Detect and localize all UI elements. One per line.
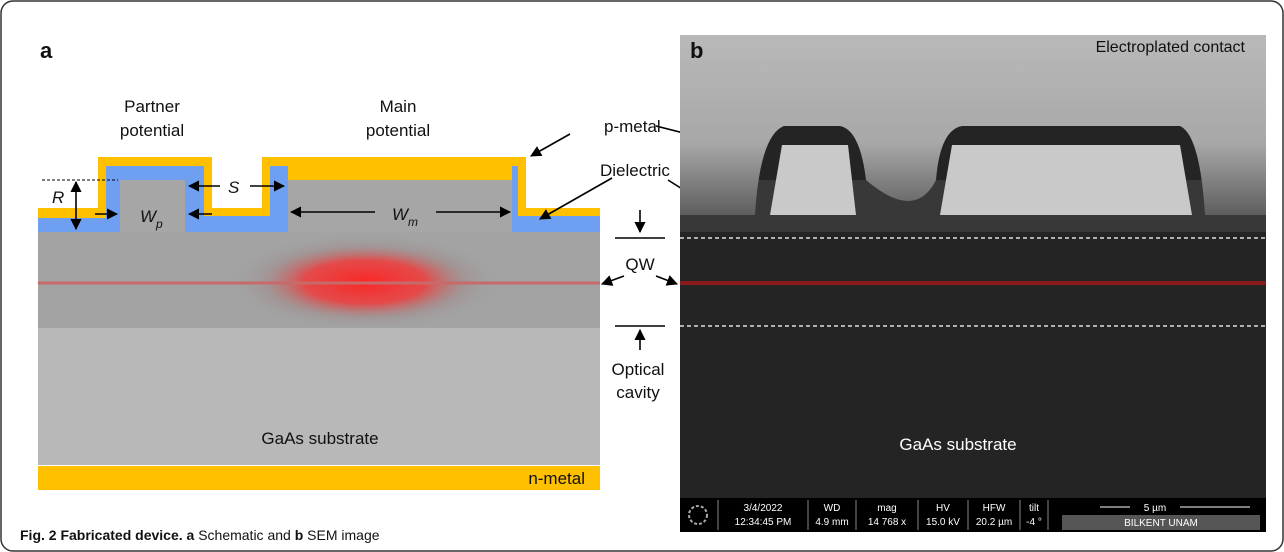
caption-run: b [295, 527, 304, 543]
info-top: mag [877, 503, 896, 514]
caption-run: Schematic and [194, 527, 294, 543]
partner-label: Partner [124, 97, 180, 116]
p-metal-top [288, 157, 512, 180]
info-top: HFW [983, 503, 1006, 514]
main-label: Main [380, 97, 417, 116]
ridge [940, 145, 1192, 215]
wp-sub: p [155, 217, 163, 231]
contact-label: Electroplated contact [1096, 39, 1246, 56]
info-bottom: 12:34:45 PM [735, 517, 792, 528]
info-bottom: 20.2 µm [976, 517, 1012, 528]
info-top: WD [824, 503, 841, 514]
main-label: potential [366, 121, 430, 140]
panel-label: b [690, 38, 703, 63]
figure: a n-metal GaAs substrate Partner potenti… [0, 0, 1284, 552]
qw-label: QW [625, 255, 654, 274]
panel-b: b Electroplated contact GaAs substrate 5… [680, 35, 1266, 532]
caption-run: a [187, 527, 195, 543]
wm-sub: m [408, 215, 418, 229]
n-metal [38, 466, 600, 490]
info-bottom: 14 768 x [868, 517, 906, 528]
s-label: S [228, 178, 240, 197]
scale-label: 5 µm [1144, 503, 1166, 514]
institution: BILKENT UNAM [1124, 518, 1198, 529]
info-top: HV [936, 503, 950, 514]
caption-run: SEM image [303, 527, 379, 543]
p-metal-label: p-metal [604, 117, 661, 136]
dielectric-label: Dielectric [600, 161, 670, 180]
r-label: R [52, 188, 64, 207]
partner-label: potential [120, 121, 184, 140]
info-bottom: 15.0 kV [926, 517, 960, 528]
ridge [770, 145, 856, 215]
info-top: tilt [1029, 503, 1039, 514]
caption: Fig. 2 Fabricated device. a Schematic an… [20, 527, 380, 543]
caption-run: Fig. 2 Fabricated device. [20, 527, 183, 543]
info-top: 3/4/2022 [744, 503, 783, 514]
optical-cavity-label: cavity [616, 383, 660, 402]
info-bottom: -4 ° [1026, 517, 1042, 528]
info-bottom: 4.9 mm [815, 517, 848, 528]
n-metal-label: n-metal [528, 469, 585, 488]
panel-label: a [40, 38, 53, 63]
substrate-label: GaAs substrate [261, 429, 378, 448]
info-bar: 5 µm BILKENT UNAM 3/4/2022 12:34:45 PM WD 4… [680, 498, 1266, 532]
optical-cavity-label: Optical [612, 360, 665, 379]
panel-a: a n-metal GaAs substrate Partner potenti… [38, 38, 600, 490]
substrate-label: GaAs substrate [899, 435, 1016, 454]
